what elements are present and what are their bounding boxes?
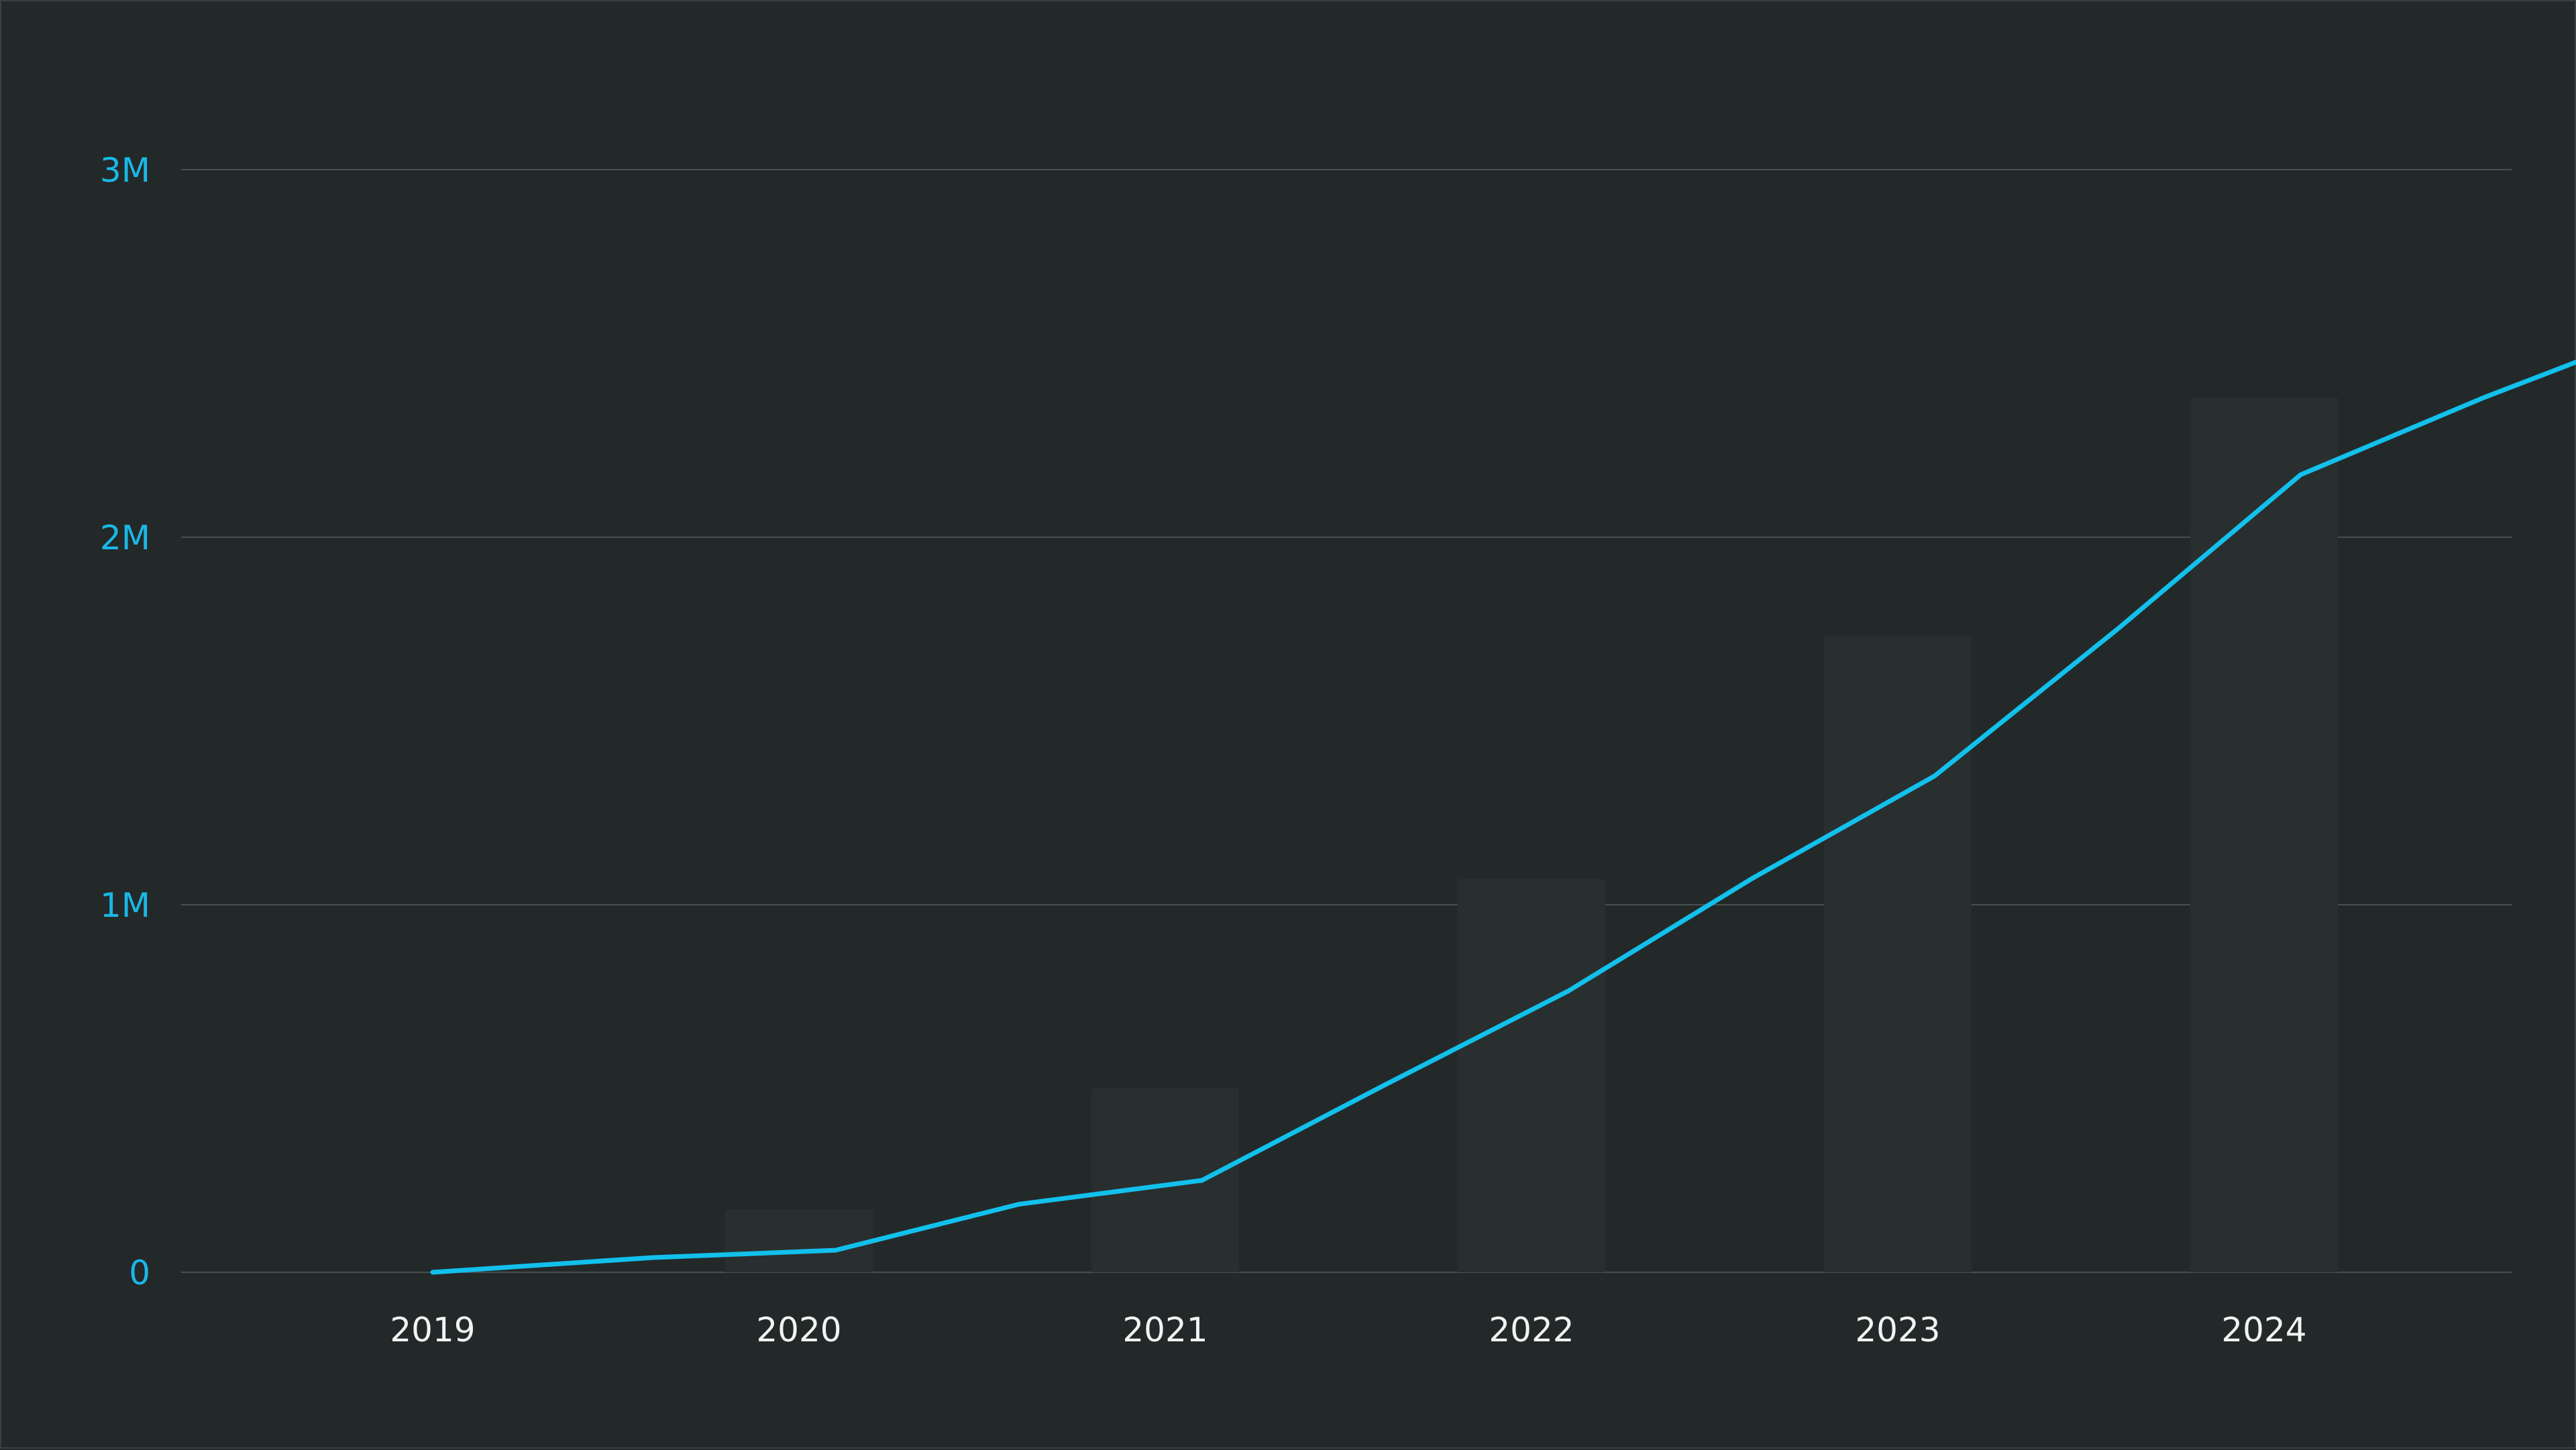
x-tick-label: 2020 (756, 1310, 841, 1349)
x-tick-label: 2023 (1855, 1310, 1940, 1349)
bar-2021 (1091, 1089, 1239, 1272)
y-tick-label: 2M (100, 518, 150, 557)
y-tick-label: 1M (100, 886, 150, 925)
x-tick-label: 2019 (390, 1310, 475, 1349)
x-tick-label: 2024 (2221, 1310, 2306, 1349)
x-tick-label: 2021 (1122, 1310, 1208, 1349)
x-tick-label: 2022 (1489, 1310, 1574, 1349)
x-axis-ticks: 2019 2020 2021 2022 2023 2024 (390, 1310, 2306, 1349)
y-tick-label: 0 (129, 1253, 150, 1292)
y-tick-label: 3M (100, 151, 150, 190)
y-axis-ticks: 0 1M 2M 3M (100, 151, 150, 1292)
bar-2022 (1458, 879, 1605, 1272)
bar-layer (725, 398, 2338, 1272)
bar-2024 (2190, 398, 2338, 1272)
bar-2020 (725, 1210, 873, 1272)
bar-2023 (1824, 636, 1972, 1272)
